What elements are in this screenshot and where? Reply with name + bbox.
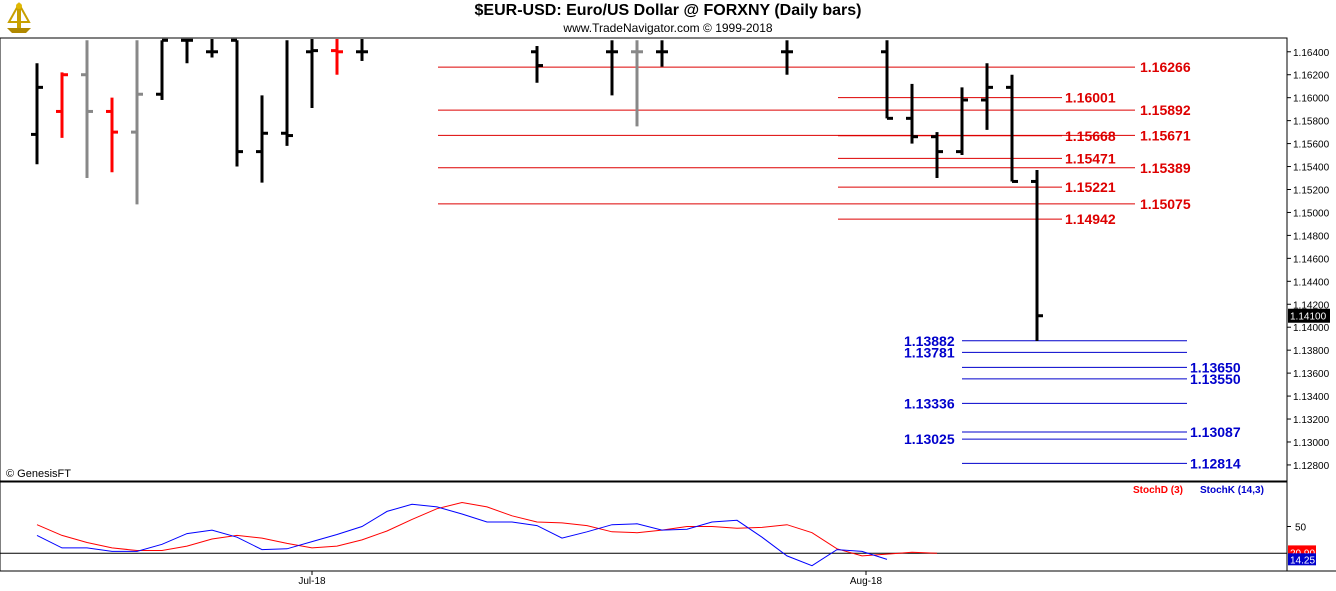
price-panel-frame	[0, 37, 1288, 482]
resistance-label: 1.15671	[1140, 127, 1191, 143]
chart-frames	[0, 37, 1336, 572]
chart-title: $EUR-USD: Euro/US Dollar @ FORXNY (Daily…	[474, 2, 862, 19]
support-label: 1.13550	[1190, 371, 1241, 387]
price-tick-label: 1.15400	[1293, 163, 1330, 174]
price-tick-label: 1.14000	[1293, 323, 1330, 334]
price-tick-label: 1.14200	[1293, 300, 1330, 311]
resistance-label: 1.15471	[1065, 150, 1116, 166]
support-label: 1.13087	[1190, 424, 1241, 440]
price-tick-label: 1.14800	[1293, 231, 1330, 242]
time-tick-label: Aug-18	[850, 576, 883, 587]
support-label: 1.12814	[1190, 455, 1241, 471]
price-tick-label: 1.13400	[1293, 392, 1330, 403]
last-price-label: 1.14100	[1290, 312, 1327, 323]
stoch-k-value: 14.25	[1290, 555, 1315, 566]
stoch-d-legend: StochD (3)	[1133, 485, 1183, 496]
stoch-k-line	[36, 503, 888, 567]
price-tick-label: 1.15800	[1293, 117, 1330, 128]
time-tick-label: Jul-18	[298, 576, 326, 587]
resistance-label: 1.15892	[1140, 102, 1191, 118]
resistance-label: 1.16001	[1065, 90, 1116, 106]
price-tick-label: 1.16400	[1293, 48, 1330, 59]
resistance-label: 1.15389	[1140, 160, 1191, 176]
stoch-k-legend: StochK (14,3)	[1200, 485, 1264, 496]
price-axis: 1.16400 1.16200 1.16000 1.15800 1.15600 1.154…	[1287, 48, 1330, 472]
price-tick-label: 1.13600	[1293, 369, 1330, 380]
price-tick-label: 1.14600	[1293, 254, 1330, 265]
copyright-label: © GenesisFT	[6, 468, 71, 480]
stoch-k-value-box	[1288, 553, 1316, 566]
support-label: 1.13650	[1190, 359, 1241, 375]
stochastic-panel-frame	[0, 481, 1288, 572]
resistance-label: 1.15221	[1065, 179, 1116, 195]
support-label: 1.13336	[904, 395, 955, 411]
price-tick-label: 1.16200	[1293, 71, 1330, 82]
stoch-d-line	[36, 501, 938, 557]
stoch-50-label: 50	[1295, 523, 1307, 534]
resistance-label: 1.14942	[1065, 211, 1116, 227]
price-tick-label: 1.14400	[1293, 277, 1330, 288]
ohlc-bars	[31, 38, 1043, 341]
price-tick-label: 1.16000	[1293, 94, 1330, 105]
price-tick-label: 1.13000	[1293, 438, 1330, 449]
price-tick-label: 1.15200	[1293, 185, 1330, 196]
chart-header: $EUR-USD: Euro/US Dollar @ FORXNY (Daily…	[0, 0, 1336, 38]
trade-navigator-logo-icon	[2, 1, 36, 34]
price-tick-label: 1.13200	[1293, 415, 1330, 426]
resistance-label: 1.16266	[1140, 59, 1191, 75]
support-label: 1.13025	[904, 431, 955, 447]
price-tick-label: 1.13800	[1293, 346, 1330, 357]
last-price-box	[1288, 308, 1330, 323]
price-tick-label: 1.15600	[1293, 140, 1330, 151]
support-label: 1.13882	[904, 333, 955, 349]
price-tick-label: 1.12800	[1293, 461, 1330, 472]
price-tick-label: 1.15000	[1293, 208, 1330, 219]
support-label: 1.13781	[904, 344, 955, 360]
chart-subtitle: www.TradeNavigator.com © 1999-2018	[563, 21, 773, 35]
time-axis: Jul-18 Aug-18	[298, 571, 883, 587]
resistance-label: 1.15075	[1140, 196, 1191, 212]
